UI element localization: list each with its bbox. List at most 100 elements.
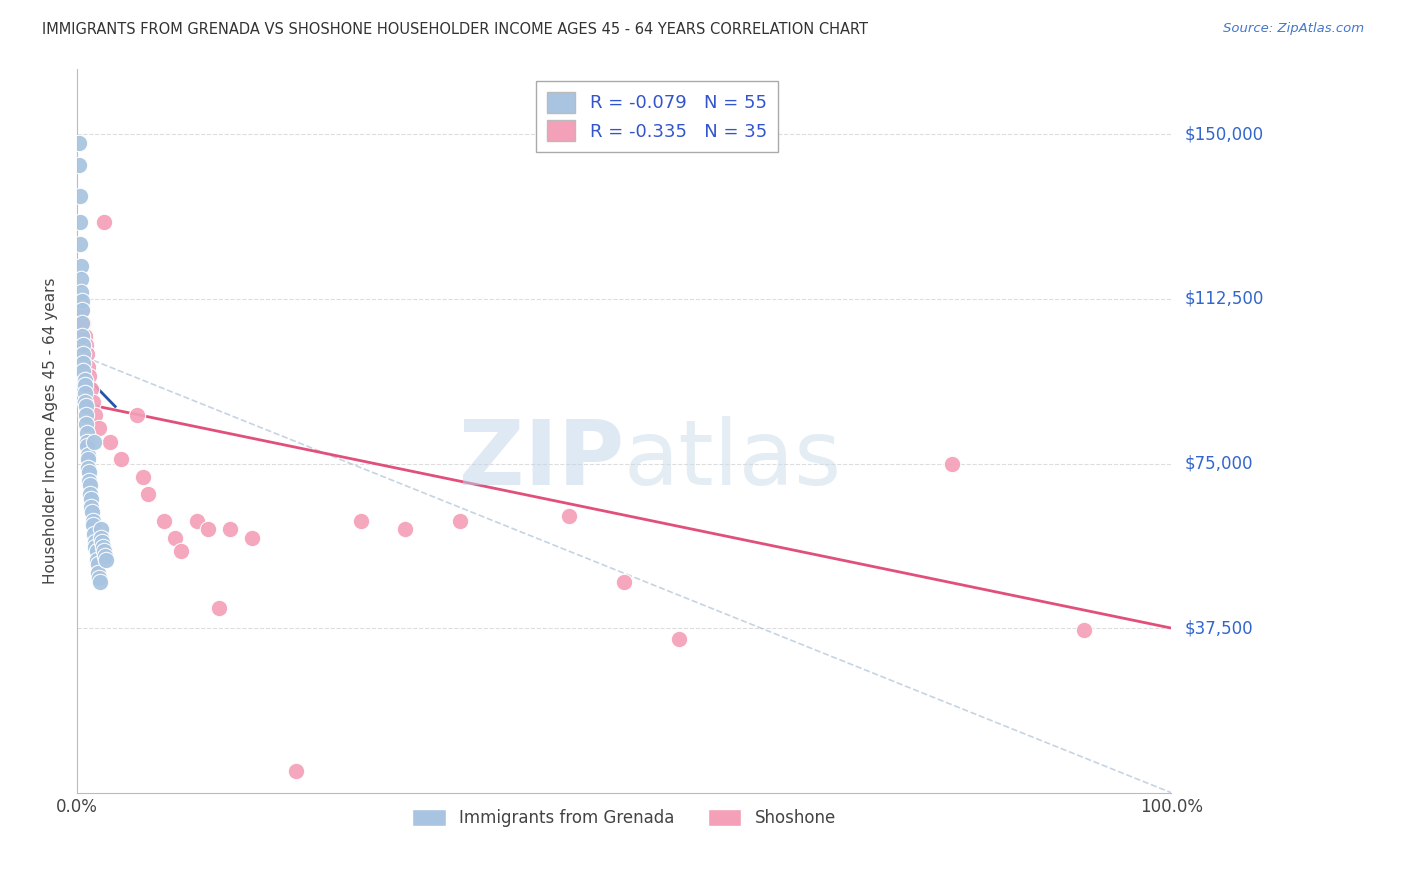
Point bbox=[668, 632, 690, 646]
Point bbox=[93, 215, 115, 229]
Point bbox=[67, 136, 90, 150]
Point bbox=[76, 452, 98, 467]
Point bbox=[82, 505, 104, 519]
Point bbox=[136, 487, 159, 501]
Point bbox=[93, 544, 115, 558]
Point bbox=[76, 448, 98, 462]
Point bbox=[73, 395, 96, 409]
Point bbox=[72, 316, 94, 330]
Point bbox=[76, 434, 98, 449]
Point bbox=[70, 285, 93, 300]
Point bbox=[170, 544, 193, 558]
Point bbox=[94, 549, 117, 563]
Text: $75,000: $75,000 bbox=[1185, 455, 1254, 473]
Point bbox=[73, 373, 96, 387]
Point bbox=[72, 338, 94, 352]
Point bbox=[80, 382, 103, 396]
Point bbox=[76, 439, 98, 453]
Point bbox=[197, 522, 219, 536]
Point bbox=[219, 522, 242, 536]
Point bbox=[240, 531, 263, 545]
Point bbox=[75, 409, 97, 423]
Point bbox=[72, 347, 94, 361]
Point bbox=[208, 601, 231, 615]
Point bbox=[186, 514, 208, 528]
Point bbox=[165, 531, 187, 545]
Point bbox=[90, 522, 112, 536]
Point bbox=[131, 469, 153, 483]
Text: $37,500: $37,500 bbox=[1185, 619, 1254, 637]
Point bbox=[72, 355, 94, 369]
Point bbox=[76, 359, 98, 374]
Text: Source: ZipAtlas.com: Source: ZipAtlas.com bbox=[1223, 22, 1364, 36]
Point bbox=[84, 409, 107, 423]
Point bbox=[83, 434, 105, 449]
Point bbox=[80, 491, 103, 506]
Text: atlas: atlas bbox=[624, 416, 842, 504]
Point bbox=[70, 272, 93, 286]
Point bbox=[82, 514, 104, 528]
Point bbox=[87, 421, 110, 435]
Point bbox=[69, 188, 91, 202]
Text: IMMIGRANTS FROM GRENADA VS SHOSHONE HOUSEHOLDER INCOME AGES 45 - 64 YEARS CORREL: IMMIGRANTS FROM GRENADA VS SHOSHONE HOUS… bbox=[42, 22, 868, 37]
Point bbox=[1073, 624, 1095, 638]
Point bbox=[69, 215, 91, 229]
Point bbox=[69, 237, 91, 252]
Point bbox=[70, 259, 93, 273]
Point bbox=[96, 553, 118, 567]
Point bbox=[84, 540, 107, 554]
Point bbox=[86, 566, 108, 581]
Point bbox=[76, 347, 98, 361]
Point bbox=[72, 294, 94, 309]
Point bbox=[79, 478, 101, 492]
Text: ZIP: ZIP bbox=[458, 416, 624, 504]
Point bbox=[73, 377, 96, 392]
Point bbox=[86, 558, 108, 572]
Point bbox=[83, 526, 105, 541]
Point bbox=[91, 540, 114, 554]
Point bbox=[449, 514, 471, 528]
Point bbox=[72, 302, 94, 317]
Point bbox=[76, 425, 98, 440]
Point bbox=[558, 509, 581, 524]
Point bbox=[86, 553, 108, 567]
Legend: Immigrants from Grenada, Shoshone: Immigrants from Grenada, Shoshone bbox=[404, 800, 844, 835]
Point bbox=[90, 531, 112, 545]
Point bbox=[350, 514, 373, 528]
Point bbox=[77, 368, 100, 383]
Point bbox=[153, 514, 176, 528]
Point bbox=[72, 316, 94, 330]
Point bbox=[72, 302, 94, 317]
Point bbox=[613, 574, 636, 589]
Point bbox=[73, 386, 96, 401]
Point bbox=[80, 500, 103, 515]
Point bbox=[394, 522, 416, 536]
Point bbox=[79, 487, 101, 501]
Point bbox=[75, 338, 97, 352]
Point bbox=[941, 457, 963, 471]
Point bbox=[110, 452, 132, 467]
Point bbox=[75, 417, 97, 431]
Point bbox=[125, 409, 148, 423]
Point bbox=[67, 158, 90, 172]
Point bbox=[77, 474, 100, 488]
Point bbox=[284, 764, 307, 778]
Point bbox=[82, 518, 104, 533]
Point bbox=[89, 574, 111, 589]
Point bbox=[69, 294, 91, 309]
Point bbox=[76, 461, 98, 475]
Point bbox=[87, 571, 110, 585]
Y-axis label: Householder Income Ages 45 - 64 years: Householder Income Ages 45 - 64 years bbox=[44, 277, 58, 584]
Text: $150,000: $150,000 bbox=[1185, 126, 1264, 144]
Point bbox=[73, 329, 96, 343]
Point bbox=[84, 535, 107, 549]
Point bbox=[72, 364, 94, 378]
Point bbox=[98, 434, 121, 449]
Point bbox=[82, 395, 104, 409]
Point bbox=[75, 400, 97, 414]
Point bbox=[77, 465, 100, 479]
Point bbox=[72, 329, 94, 343]
Point bbox=[86, 544, 108, 558]
Point bbox=[91, 535, 114, 549]
Text: $112,500: $112,500 bbox=[1185, 290, 1264, 308]
